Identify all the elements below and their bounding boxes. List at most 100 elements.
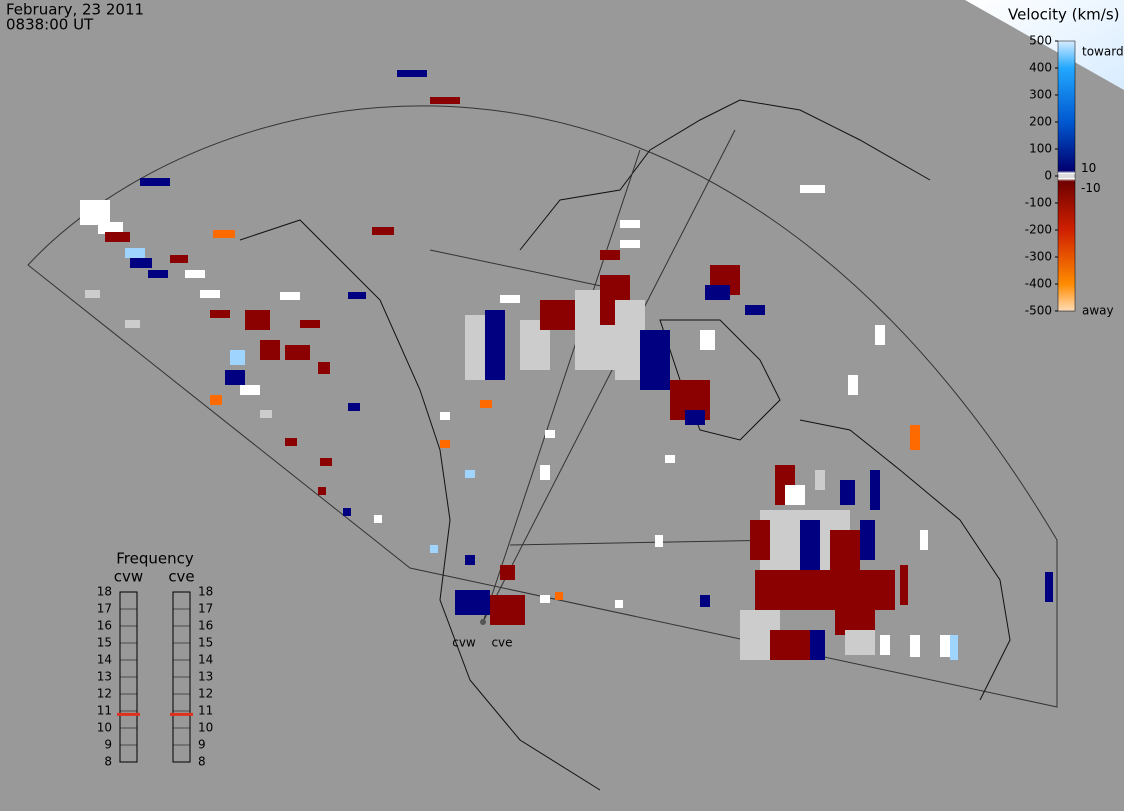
coastline xyxy=(519,99,931,251)
radar-cell xyxy=(700,595,710,607)
radar-cell xyxy=(225,370,245,385)
frequency-tick-label: 8 xyxy=(104,755,112,769)
radar-cell xyxy=(870,470,880,510)
radar-cell xyxy=(545,430,555,438)
beam-line xyxy=(482,129,736,623)
colorbar-tick-label: 300 xyxy=(1029,88,1052,102)
radar-cell xyxy=(620,240,640,248)
radar-cell xyxy=(940,635,950,657)
radar-cell xyxy=(540,595,550,603)
radar-cell xyxy=(440,412,450,420)
radar-cell xyxy=(148,270,168,278)
radar-cell xyxy=(465,470,475,478)
radar-site xyxy=(480,619,486,625)
radar-cell xyxy=(140,178,170,186)
radar-cell xyxy=(465,315,485,380)
radar-cell xyxy=(465,555,475,565)
colorbar-tick-label: -100 xyxy=(1025,196,1052,210)
colorbar-inner-label: 10 xyxy=(1081,161,1096,175)
radar-cell xyxy=(260,340,280,360)
radar-cell xyxy=(755,570,895,610)
radar-cell xyxy=(860,520,875,560)
corner-shade xyxy=(965,0,1124,90)
frequency-tick-label: 16 xyxy=(97,619,112,633)
frequency-tick-label: 13 xyxy=(97,670,112,684)
radar-cell xyxy=(875,325,885,345)
radar-cell xyxy=(555,592,563,600)
radar-name: cve xyxy=(168,568,194,586)
colorbar-tick-label: 100 xyxy=(1029,142,1052,156)
radar-cell xyxy=(318,487,326,495)
radar-cell xyxy=(500,565,515,580)
radar-cell xyxy=(285,345,310,360)
radar-cell xyxy=(185,270,205,278)
radar-cell xyxy=(655,535,663,547)
radar-cell xyxy=(500,295,520,303)
frequency-tick-label: 18 xyxy=(198,585,213,599)
radar-cell xyxy=(80,200,110,225)
radar-cell xyxy=(490,595,525,625)
radar-cell xyxy=(125,320,140,328)
radar-cell xyxy=(480,400,492,408)
radar-cell xyxy=(318,362,330,374)
colorbar-tick-label: 500 xyxy=(1029,34,1052,48)
time: 0838:00 UT xyxy=(6,16,94,34)
frequency-tick-label: 9 xyxy=(198,738,206,752)
radar-cell xyxy=(280,292,300,300)
radar-cell xyxy=(455,590,490,615)
frequency-tick-label: 16 xyxy=(198,619,213,633)
frequency-tick-label: 9 xyxy=(104,738,112,752)
radar-cell xyxy=(260,410,272,418)
radar-cell xyxy=(1045,572,1053,602)
station-label: cve xyxy=(491,636,512,650)
radar-cell xyxy=(540,300,580,330)
radar-cell xyxy=(685,410,705,425)
radar-cell xyxy=(800,520,820,570)
radar-cells xyxy=(80,70,1053,660)
radar-cell xyxy=(485,310,505,380)
radar-cell xyxy=(98,222,123,234)
colorbar-tick-label: -300 xyxy=(1025,250,1052,264)
radar-cell xyxy=(910,635,920,657)
away-label: away xyxy=(1082,304,1114,318)
radar-cell xyxy=(815,470,825,490)
radar-cell xyxy=(800,185,825,193)
radar-cell xyxy=(848,375,858,395)
frequency-tick-label: 17 xyxy=(97,602,112,616)
radar-cell xyxy=(374,515,382,523)
frequency-tick-label: 15 xyxy=(198,636,213,650)
radar-cell xyxy=(830,530,860,570)
radar-cell xyxy=(348,403,360,411)
beam-line xyxy=(482,149,641,623)
frequency-title: Frequency xyxy=(116,550,194,568)
radar-cell xyxy=(920,530,928,550)
radar-cell xyxy=(770,630,810,660)
radar-cell xyxy=(810,630,825,660)
frequency-tick-label: 12 xyxy=(198,687,213,701)
station-label: cvw xyxy=(452,636,476,650)
radar-cell xyxy=(745,305,765,315)
radar-fan-outline xyxy=(27,105,1058,708)
radar-cell xyxy=(840,480,855,505)
radar-cell xyxy=(640,330,670,390)
frequency-tick-label: 10 xyxy=(198,721,213,735)
radar-cell xyxy=(230,350,245,365)
radar-cell xyxy=(210,310,230,318)
frequency-tick-label: 8 xyxy=(198,755,206,769)
colorbar-tick-label: -200 xyxy=(1025,223,1052,237)
radar-cell xyxy=(200,290,220,298)
boundary-line xyxy=(509,539,781,546)
radar-cell xyxy=(540,465,550,480)
radar-cell xyxy=(845,630,875,655)
radar-name: cvw xyxy=(114,568,143,586)
colorbar-tick-label: 0 xyxy=(1044,169,1052,183)
radar-cell xyxy=(430,97,460,104)
radar-cell xyxy=(245,310,270,330)
frequency-tick-label: 14 xyxy=(97,653,112,667)
radar-cell xyxy=(880,635,890,655)
coastline xyxy=(799,419,1011,701)
radar-cell xyxy=(285,438,297,446)
radar-cell xyxy=(750,520,770,560)
